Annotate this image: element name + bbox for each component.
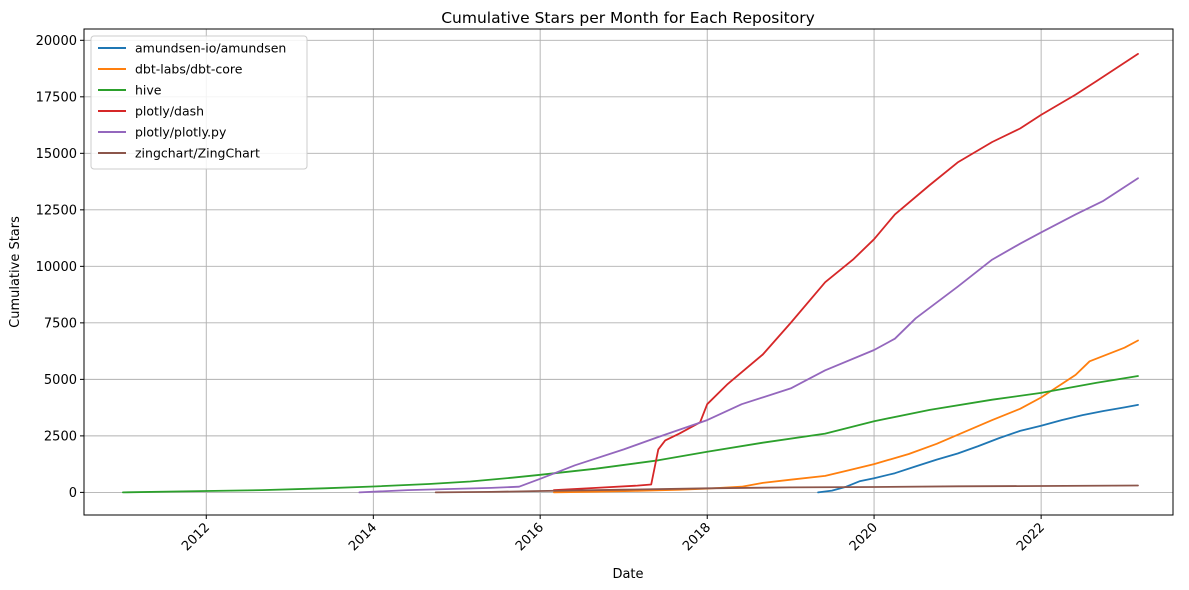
legend-label-dbt-labs-dbt-core: dbt-labs/dbt-core bbox=[135, 62, 243, 77]
y-tick-label: 15000 bbox=[36, 147, 77, 162]
y-tick-label: 5000 bbox=[44, 373, 77, 388]
legend-frame bbox=[90, 35, 308, 170]
y-tick-label: 0 bbox=[69, 486, 77, 501]
y-tick-label: 12500 bbox=[36, 203, 77, 218]
grid-lines bbox=[84, 29, 1173, 515]
plot-frame bbox=[83, 28, 1174, 516]
series-line-amundsen-io-amundsen bbox=[817, 403, 1139, 494]
y-axis-ticks: 0 2500 5000 7500 10000 12500 15000 17500 20000 bbox=[36, 34, 84, 501]
legend-label-amundsen-io-amundsen: amundsen-io/amundsen bbox=[135, 41, 286, 56]
legend-label-hive: hive bbox=[135, 83, 162, 98]
series-line-plotly-dash bbox=[553, 53, 1139, 492]
legend-label-plotly-dash: plotly/dash bbox=[135, 104, 204, 119]
y-tick-label: 20000 bbox=[36, 34, 77, 49]
y-tick-label: 2500 bbox=[44, 429, 77, 444]
legend: amundsen-io/amundsen dbt-labs/dbt-core hiv… bbox=[90, 35, 308, 170]
y-tick-label: 17500 bbox=[36, 90, 77, 105]
series-line-zingchart-zingchart bbox=[434, 484, 1139, 494]
y-axis-label: Cumulative Stars bbox=[8, 216, 23, 328]
x-axis-label: Date bbox=[612, 567, 643, 582]
legend-label-plotly-plotly-py: plotly/plotly.py bbox=[135, 125, 227, 140]
series-line-hive bbox=[122, 375, 1139, 494]
chart-title: Cumulative Stars per Month for Each Repo… bbox=[441, 9, 815, 27]
y-tick-label: 10000 bbox=[36, 260, 77, 275]
y-tick-label: 7500 bbox=[44, 316, 77, 331]
legend-label-zingchart-zingchart: zingchart/ZingChart bbox=[135, 146, 260, 161]
series-layer bbox=[122, 53, 1139, 494]
series-line-plotly-plotly-py bbox=[358, 177, 1139, 494]
